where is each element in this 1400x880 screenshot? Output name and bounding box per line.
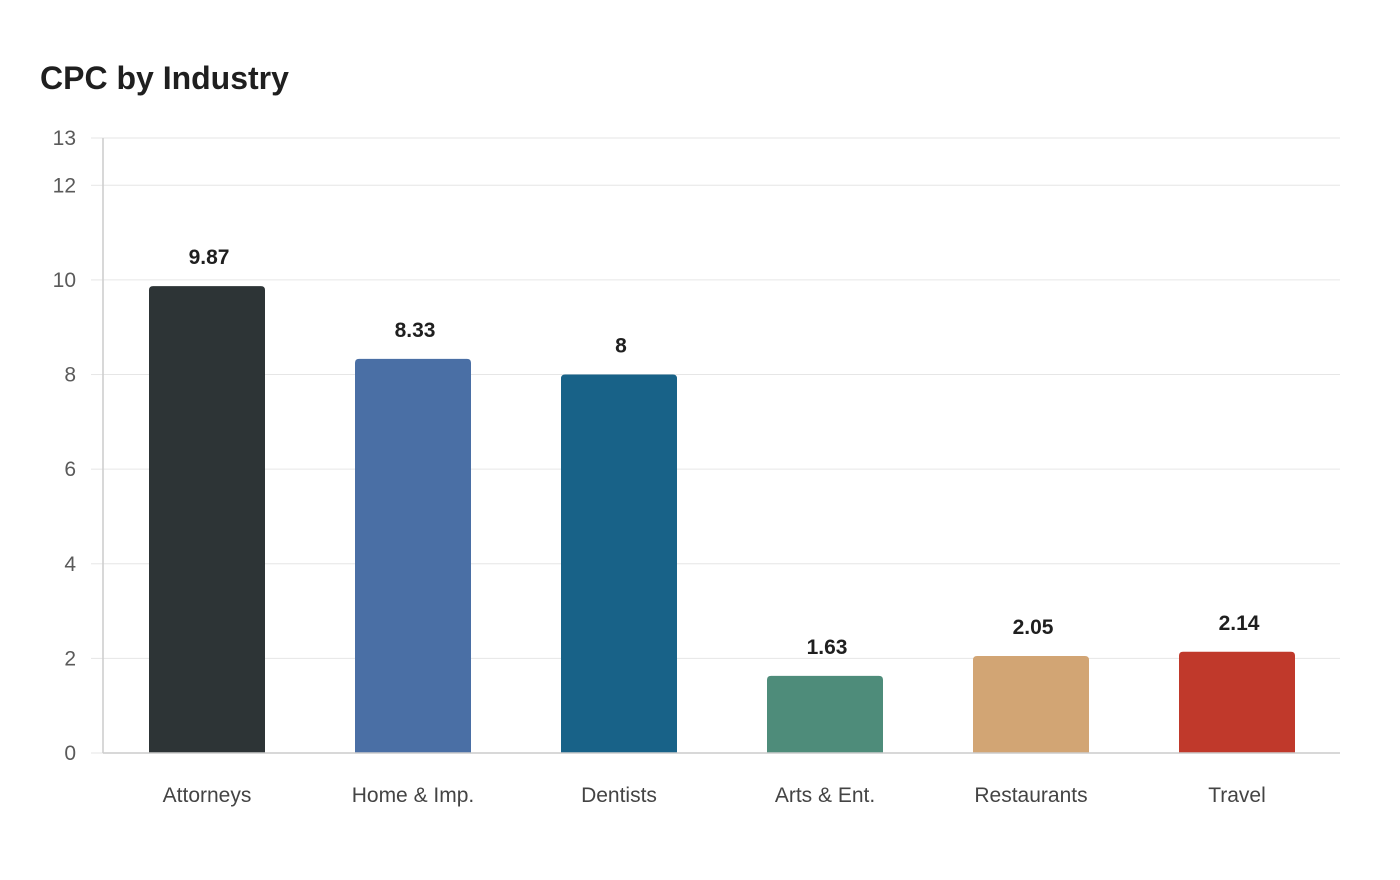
bars bbox=[149, 286, 1295, 753]
grid-lines bbox=[103, 137, 1340, 659]
bar-value-label: 2.14 bbox=[1219, 612, 1260, 635]
y-tick-label: 12 bbox=[53, 174, 76, 197]
bar-value-label: 8 bbox=[615, 335, 627, 358]
x-category-label: Attorneys bbox=[163, 784, 252, 807]
x-category-label: Travel bbox=[1208, 784, 1266, 807]
y-tick-label: 0 bbox=[64, 742, 76, 765]
bar-arts-ent bbox=[767, 675, 883, 753]
y-tick-label: 4 bbox=[64, 553, 76, 576]
y-tick-label: 13 bbox=[53, 127, 76, 150]
y-tick-label: 10 bbox=[53, 269, 76, 292]
y-axis-ticks: 0 2 4 6 8 10 12 13 bbox=[53, 127, 103, 765]
bar-attorneys bbox=[149, 286, 265, 753]
x-category-label: Restaurants bbox=[974, 784, 1087, 807]
bar-restaurants bbox=[973, 656, 1089, 753]
value-labels: 9.87 8.33 8 1.63 2.05 2.14 bbox=[189, 246, 1260, 659]
bar-value-label: 9.87 bbox=[189, 246, 230, 269]
x-axis-labels: Attorneys Home & Imp. Dentists Arts & Ent. R… bbox=[163, 784, 1266, 807]
bar-travel bbox=[1179, 651, 1295, 753]
bar-value-label: 1.63 bbox=[807, 636, 848, 659]
x-category-label: Dentists bbox=[581, 784, 657, 807]
x-category-label: Home & Imp. bbox=[352, 784, 475, 807]
bar-dentists bbox=[561, 374, 677, 753]
y-tick-label: 2 bbox=[64, 647, 76, 670]
bar-value-label: 2.05 bbox=[1013, 616, 1054, 639]
bar-home-imp bbox=[355, 358, 471, 753]
y-tick-label: 6 bbox=[64, 458, 76, 481]
y-tick-label: 8 bbox=[64, 364, 76, 387]
bar-value-label: 8.33 bbox=[395, 319, 436, 342]
x-category-label: Arts & Ent. bbox=[775, 784, 875, 807]
chart-title: CPC by Industry bbox=[40, 60, 289, 96]
